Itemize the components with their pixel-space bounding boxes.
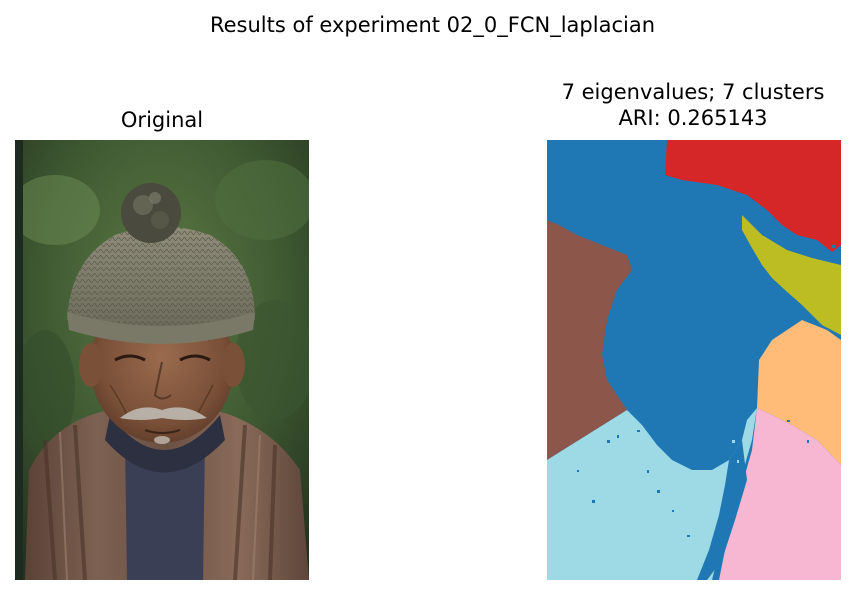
segmentation-title-ari: ARI: 0.265143	[528, 105, 858, 131]
hat-pompom	[121, 183, 181, 243]
photo-left-edge	[15, 140, 23, 580]
segmentation-title-eigen: 7 eigenvalues; 7 clusters	[528, 79, 858, 105]
original-photo	[15, 140, 309, 580]
original-photo-svg	[15, 140, 309, 580]
original-panel-title: Original	[15, 107, 309, 133]
segmentation-svg	[547, 140, 841, 580]
segmentation-panel-title: 7 eigenvalues; 7 clusters ARI: 0.265143	[528, 79, 858, 131]
figure-suptitle: Results of experiment 02_0_FCN_laplacian	[0, 12, 865, 38]
segmentation-map	[547, 140, 841, 580]
